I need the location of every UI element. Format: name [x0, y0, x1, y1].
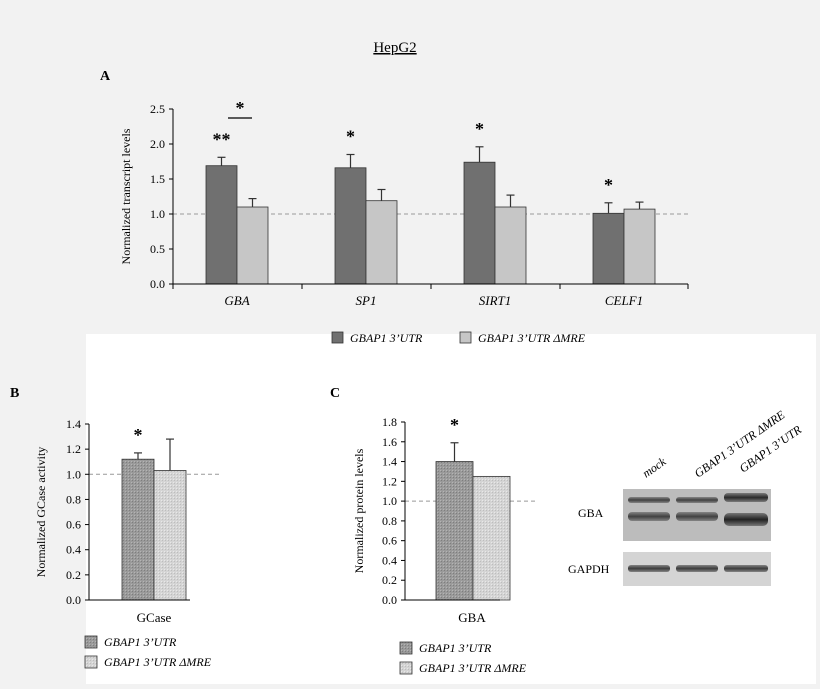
y-tick-label-c-1: 0.2 [382, 573, 397, 587]
y-tick-label-c-9: 1.8 [382, 415, 397, 429]
figure-title: HepG2 [373, 40, 416, 56]
y-tick-label-b-5: 1.0 [66, 467, 81, 481]
y-tick-label-a-0: 0.0 [150, 277, 165, 291]
y-tick-label-b-4: 0.8 [66, 492, 81, 506]
y-tick-label-b-1: 0.2 [66, 568, 81, 582]
x-tick-label-c-gba: GBA [458, 610, 486, 625]
blot-band-gba-mre-upper [676, 497, 718, 503]
bar-b-gcase-s2 [153, 470, 187, 601]
y-axis-label-b: Normalized GCase activity [34, 447, 48, 578]
blot-band-gba-utr-lower [724, 513, 768, 526]
significance-bracket-star-a-gba: * [236, 98, 245, 118]
y-tick-label-a-1: 0.5 [150, 242, 165, 256]
y-axis-label-c: Normalized protein levels [352, 448, 366, 573]
legend-b-label-2: GBAP1 3’UTR ΔMRE [104, 655, 212, 669]
legend-a: GBAP1 3’UTR GBAP1 3’UTR ΔMRE [331, 331, 586, 345]
blot-band-gapdh-utr [724, 565, 768, 572]
bar-a-gba-s2 [236, 206, 269, 285]
significance-a-celf1: * [604, 175, 613, 195]
bar-a-sirt1-s1 [463, 161, 496, 285]
y-tick-label-c-2: 0.4 [382, 553, 397, 567]
blot-band-gba-mock-lower [628, 512, 670, 521]
blot-band-gapdh-mock [628, 565, 670, 572]
legend-c-swatch-1 [399, 641, 413, 655]
y-tick-label-c-0: 0.0 [382, 593, 397, 607]
panel-letter-a: A [100, 69, 111, 84]
y-tick-label-c-7: 1.4 [382, 455, 397, 469]
legend-b-swatch-1 [84, 635, 98, 649]
legend-a-swatch-2 [459, 331, 472, 344]
blot-row-label-gba: GBA [578, 506, 604, 520]
bar-b-gcase-s1 [121, 458, 155, 601]
y-tick-label-c-8: 1.6 [382, 435, 397, 449]
legend-b-label-1: GBAP1 3’UTR [104, 635, 177, 649]
y-tick-label-a-5: 2.5 [150, 102, 165, 116]
significance-a-sp1: * [346, 127, 355, 147]
legend-a-label-1: GBAP1 3’UTR [350, 331, 423, 345]
blot-band-gba-utr-upper [724, 493, 768, 502]
bar-a-sirt1-s2 [494, 206, 527, 285]
legend-c-label-2: GBAP1 3’UTR ΔMRE [419, 661, 527, 675]
panel-letter-b: B [10, 386, 19, 401]
y-tick-label-b-2: 0.4 [66, 543, 81, 557]
legend-a-label-2: GBAP1 3’UTR ΔMRE [478, 331, 586, 345]
y-tick-label-a-4: 2.0 [150, 137, 165, 151]
y-tick-label-c-3: 0.6 [382, 534, 397, 548]
y-axis-label-a: Normalized transcript levels [119, 128, 133, 264]
significance-a-sirt1: * [475, 119, 484, 139]
y-tick-label-b-6: 1.2 [66, 442, 81, 456]
blot-band-gba-mock-upper [628, 497, 670, 503]
bar-c-gba-s2 [472, 475, 511, 601]
x-tick-label-a-celf1: CELF1 [605, 293, 643, 308]
legend-c: GBAP1 3’UTR GBAP1 3’UTR ΔMRE [399, 641, 527, 675]
significance-c-gba: * [450, 415, 459, 435]
legend-a-swatch-1 [331, 331, 344, 344]
bar-a-celf1-s1 [592, 212, 625, 285]
chart-a: 0.0 0.5 1.0 1.5 2.0 2.5 ** GBA * SP1 * SIRT1 * CELF1 N… [119, 98, 689, 308]
x-tick-label-b-gcase: GCase [137, 610, 172, 625]
chart-b: 0.0 0.2 0.4 0.6 0.8 1.0 1.2 1.4 * GCase Normalized… [34, 417, 222, 625]
x-tick-label-a-gba: GBA [224, 293, 249, 308]
bar-a-celf1-s2 [623, 208, 656, 285]
x-tick-label-a-sp1: SP1 [356, 293, 377, 308]
y-tick-label-c-5: 1.0 [382, 494, 397, 508]
y-tick-label-a-2: 1.0 [150, 207, 165, 221]
y-tick-label-c-6: 1.2 [382, 474, 397, 488]
significance-b-gcase: * [134, 425, 143, 445]
significance-a-gba: ** [213, 129, 231, 149]
y-tick-label-a-3: 1.5 [150, 172, 165, 186]
blot-band-gapdh-mre [676, 565, 718, 572]
legend-c-label-1: GBAP1 3’UTR [419, 641, 492, 655]
legend-c-swatch-2 [399, 661, 413, 675]
bar-a-sp1-s2 [365, 200, 398, 285]
y-tick-label-b-3: 0.6 [66, 518, 81, 532]
chart-c: 0.0 0.2 0.4 0.6 0.8 1.0 1.2 1.4 1.6 1.8 * GBA Normal… [352, 415, 535, 625]
legend-b-swatch-2 [84, 655, 98, 669]
x-tick-label-a-sirt1: SIRT1 [479, 293, 512, 308]
blot-band-gba-mre-lower [676, 512, 718, 521]
panel-letter-c: C [330, 386, 340, 401]
y-tick-label-b-7: 1.4 [66, 417, 81, 431]
bar-a-sp1-s1 [334, 167, 367, 285]
bar-c-gba-s1 [435, 461, 474, 601]
bar-a-gba-s1 [205, 165, 238, 285]
legend-b: GBAP1 3’UTR GBAP1 3’UTR ΔMRE [84, 635, 212, 669]
blot-row-label-gapdh: GAPDH [568, 562, 610, 576]
y-tick-label-c-4: 0.8 [382, 514, 397, 528]
y-tick-label-b-0: 0.0 [66, 593, 81, 607]
